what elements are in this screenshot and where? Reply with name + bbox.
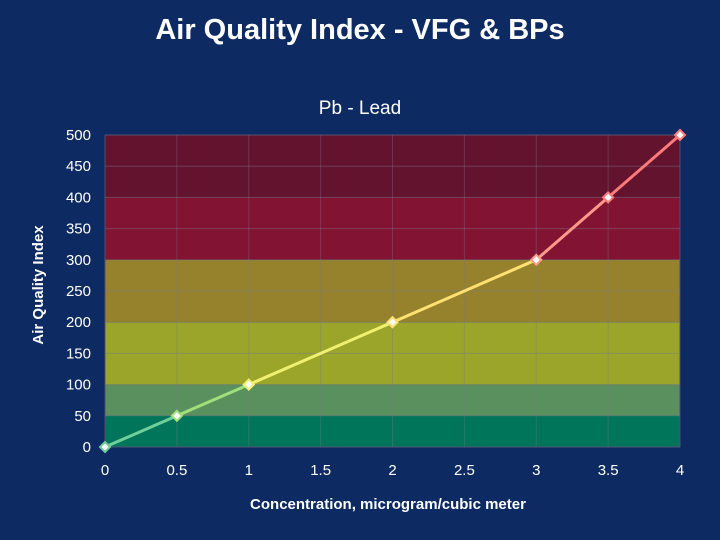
x-axis-label: Concentration, microgram/cubic meter — [250, 496, 526, 513]
y-tick-label: 0 — [83, 439, 91, 456]
data-point-5 — [601, 190, 615, 204]
y-tick-label: 250 — [66, 283, 91, 300]
line-segment-3 — [391, 258, 538, 324]
y-tick-label: 50 — [74, 408, 91, 425]
line-segment-0 — [103, 414, 179, 449]
x-tick-label: 3.5 — [598, 462, 619, 479]
y-axis-ticks: 0 50 100 150 200 250 300 350 400 450 500 — [66, 127, 91, 456]
x-tick-label: 1 — [245, 462, 253, 479]
aqi-bands — [104, 134, 681, 448]
aqi-band-1 — [105, 384, 680, 416]
y-tick-label: 500 — [66, 127, 91, 144]
aqi-band-4 — [105, 197, 680, 260]
data-point-2 — [242, 378, 256, 392]
x-tick-label: 2.5 — [454, 462, 475, 479]
y-axis-label: Air Quality Index — [30, 225, 47, 345]
aqi-band-5 — [105, 135, 680, 198]
aqi-band-3 — [105, 259, 680, 323]
y-tick-label: 450 — [66, 158, 91, 175]
y-tick-label: 400 — [66, 189, 91, 206]
line-segment-4 — [534, 195, 610, 262]
data-points — [98, 128, 687, 454]
aqi-band-0 — [105, 415, 680, 447]
chart-title: Pb - Lead — [318, 98, 402, 119]
line-segment-5 — [606, 133, 682, 199]
y-tick-label: 350 — [66, 221, 91, 238]
y-tick-label: 300 — [66, 252, 91, 269]
x-tick-label: 3 — [532, 462, 540, 479]
x-axis-ticks: 0 0.5 1 1.5 2 2.5 3 3.5 4 — [101, 462, 684, 479]
gridlines — [104, 134, 681, 448]
y-tick-label: 100 — [66, 377, 91, 394]
x-tick-label: 0 — [101, 462, 109, 479]
x-tick-label: 2 — [388, 462, 396, 479]
x-tick-label: 0.5 — [166, 462, 187, 479]
data-point-4 — [529, 253, 543, 267]
x-tick-label: 4 — [676, 462, 684, 479]
y-tick-label: 200 — [66, 314, 91, 331]
data-point-0 — [98, 440, 112, 454]
aqi-band-2 — [105, 322, 680, 385]
plot-area — [104, 134, 681, 448]
x-tick-label: 1.5 — [310, 462, 331, 479]
line-segment-2 — [247, 320, 394, 387]
slide-title: Air Quality Index - VFG & BPs — [155, 14, 565, 46]
data-point-1 — [170, 409, 184, 423]
data-point-3 — [386, 315, 399, 329]
line-segment-1 — [175, 383, 251, 418]
series-line — [103, 133, 682, 449]
data-point-6 — [673, 128, 687, 142]
y-tick-label: 150 — [66, 345, 91, 362]
